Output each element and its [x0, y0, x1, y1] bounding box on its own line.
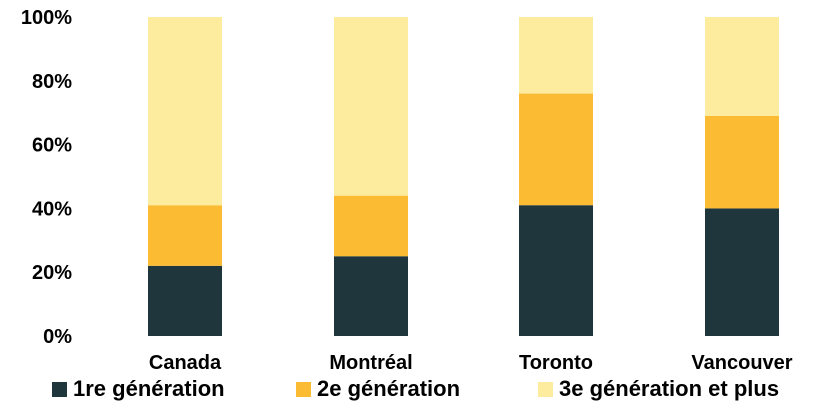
- bar-segment-canada-series-1: [148, 265, 222, 336]
- bar-segment-vancouver-series-2: [705, 115, 779, 209]
- y-tick-label: 40%: [32, 198, 72, 220]
- y-tick-label: 80%: [32, 71, 72, 93]
- bar-segment-montral-series-3: [334, 17, 408, 196]
- y-axis-ticks: 0% 20% 40% 60% 80% 100%: [21, 7, 72, 348]
- legend-item-1: 1re génération: [52, 370, 225, 408]
- bar-segment-montral-series-2: [334, 195, 408, 257]
- legend-label-2: 2e génération: [317, 376, 461, 401]
- legend-item-3: 3e génération et plus: [538, 370, 779, 408]
- y-tick-label: 20%: [32, 262, 72, 284]
- bar-segment-canada-series-2: [148, 205, 222, 266]
- legend: 1re génération 2e génération 3e générati…: [0, 370, 830, 408]
- x-category-label: Canada: [149, 352, 222, 374]
- legend-swatch-2: [296, 381, 311, 397]
- bar-segment-toronto-series-2: [519, 93, 593, 206]
- bar-segment-vancouver-series-3: [705, 17, 779, 116]
- bar-segment-montral-series-1: [334, 256, 408, 336]
- bar-segment-vancouver-series-1: [705, 208, 779, 336]
- x-category-label: Montréal: [329, 352, 412, 374]
- legend-label-1: 1re génération: [73, 376, 225, 401]
- y-tick-label: 0%: [43, 326, 72, 348]
- bar-segment-canada-series-3: [148, 17, 222, 206]
- legend-swatch-1: [52, 381, 67, 397]
- x-axis-categories: Canada Montréal Toronto Vancouver: [149, 352, 793, 374]
- legend-swatch-3: [538, 381, 553, 397]
- bars: [148, 17, 779, 336]
- legend-label-3: 3e génération et plus: [559, 376, 780, 401]
- y-tick-label: 60%: [32, 135, 72, 157]
- bar-segment-toronto-series-1: [519, 205, 593, 336]
- bar-segment-toronto-series-3: [519, 17, 593, 94]
- x-category-label: Toronto: [519, 352, 593, 374]
- x-category-label: Vancouver: [691, 352, 792, 374]
- legend-item-2: 2e génération: [296, 370, 460, 408]
- y-tick-label: 100%: [21, 7, 72, 29]
